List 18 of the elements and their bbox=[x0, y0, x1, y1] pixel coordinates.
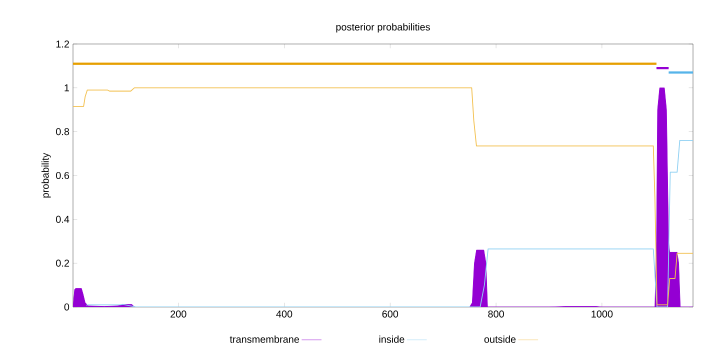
line-series bbox=[86, 140, 694, 307]
x-tick-label: 200 bbox=[170, 310, 186, 318]
y-tick-label: 0.4 bbox=[56, 216, 70, 223]
legend-label: outside bbox=[484, 336, 516, 343]
y-tick-label: 0.2 bbox=[56, 260, 69, 267]
y-tick-label: 1 bbox=[64, 84, 69, 92]
x-tick-label: 1000 bbox=[592, 310, 613, 318]
x-tick-label: 600 bbox=[382, 310, 398, 318]
y-axis-title: probability bbox=[42, 152, 51, 198]
chart-title: posterior probabilities bbox=[336, 23, 430, 32]
y-tick-label: 0 bbox=[64, 303, 70, 311]
y-tick-label: 0.8 bbox=[56, 128, 70, 136]
y-tick-label: 0.6 bbox=[56, 172, 70, 180]
y-tick-label: 1.2 bbox=[56, 40, 69, 48]
legend-label: inside bbox=[379, 336, 404, 343]
x-tick-label: 400 bbox=[276, 310, 292, 318]
x-tick-label: 800 bbox=[488, 310, 504, 318]
legend-label: transmembrane bbox=[230, 336, 300, 343]
